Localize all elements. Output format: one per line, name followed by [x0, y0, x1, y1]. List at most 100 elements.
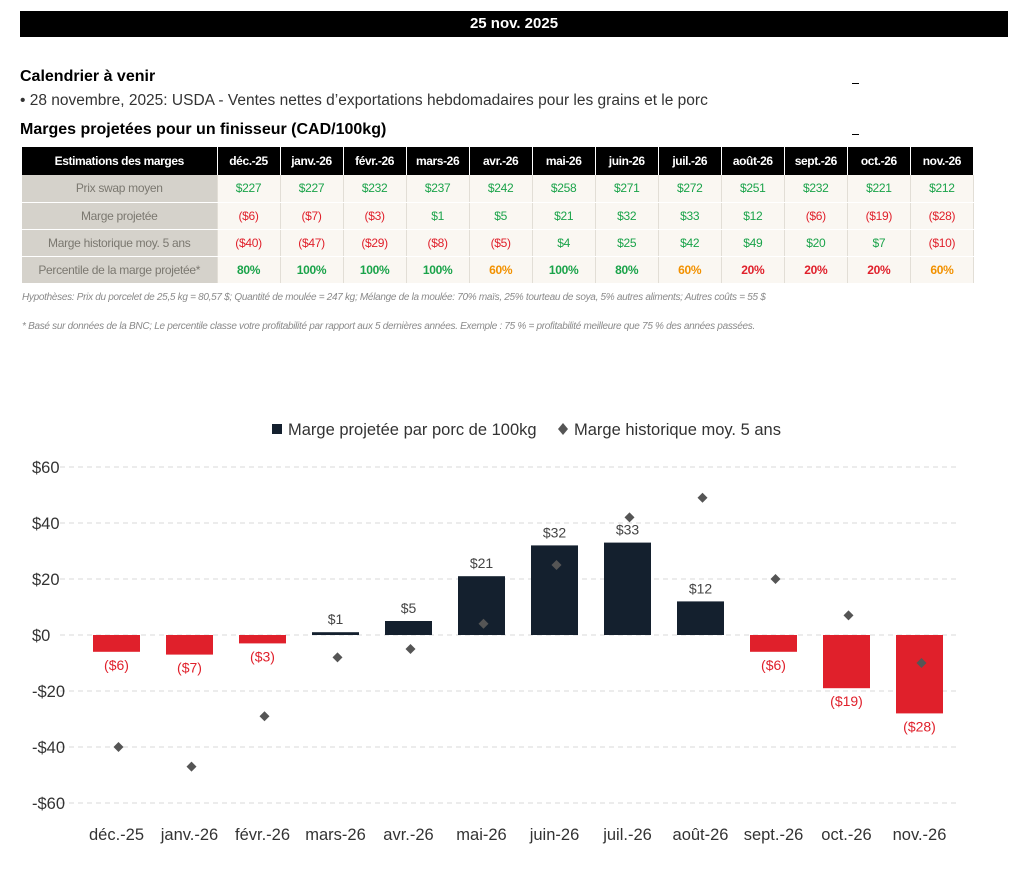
table-cell: 100%	[406, 256, 470, 284]
historical-marker	[624, 512, 635, 523]
table-cell: $232	[784, 175, 848, 203]
bar	[677, 601, 724, 635]
table-cell: $5	[469, 202, 533, 230]
x-tick-label: oct.-26	[821, 826, 871, 844]
table-cell: $227	[217, 175, 281, 203]
x-tick-label: févr.-26	[235, 826, 290, 844]
table-cell: ($5)	[469, 229, 533, 257]
historical-marker	[186, 761, 197, 772]
y-tick-label: $40	[32, 515, 60, 533]
table-cell: ($47)	[280, 229, 344, 257]
x-axis: déc.-25 janv.-26 févr.-26 mars-26 avr.-26 mai…	[89, 826, 946, 844]
bar	[823, 635, 870, 689]
y-tick-label: $20	[32, 571, 60, 589]
footnote: * Basé sur données de la BNC; Le percent…	[22, 321, 755, 332]
y-tick-label: $0	[32, 627, 50, 645]
month-header: mai-26	[532, 147, 596, 175]
assumptions-note: Hypothèses: Prix du porcelet de 25,5 kg …	[22, 292, 766, 303]
x-tick-label: janv.-26	[160, 826, 218, 844]
bar-data-label: ($6)	[761, 657, 786, 673]
y-tick-label: -$40	[32, 739, 65, 757]
calendar-title: Calendrier à venir	[20, 68, 156, 85]
legend-label-bar: Marge projetée par porc de 100kg	[288, 421, 537, 439]
table-cell: $12	[721, 202, 785, 230]
y-tick-label: -$20	[32, 683, 65, 701]
margins-table-row: Percentile de la marge projetée* 80% 100% 1…	[22, 256, 975, 284]
table-cell: $21	[532, 202, 596, 230]
bar-data-label: $32	[543, 524, 567, 540]
historical-marker	[843, 610, 854, 621]
table-cell: $49	[721, 229, 785, 257]
table-cell: 80%	[217, 256, 281, 284]
margins-table-header-row: Estimations des marges déc.-25 janv.-26 …	[22, 147, 975, 175]
bar-data-label: $12	[689, 580, 713, 596]
table-cell: $1	[406, 202, 470, 230]
table-cell: 100%	[280, 256, 344, 284]
month-header: nov.-26	[910, 147, 975, 175]
month-header: janv.-26	[280, 147, 344, 175]
table-cell: ($19)	[847, 202, 911, 230]
table-cell: $242	[469, 175, 533, 203]
x-tick-label: mai-26	[456, 826, 506, 844]
margins-table-row: Marge projetée ($6) ($7) ($3) $1 $5 $21 $32 $33 $…	[22, 202, 975, 230]
table-cell: 20%	[847, 256, 911, 284]
table-cell: 100%	[343, 256, 407, 284]
table-cell: 20%	[784, 256, 848, 284]
table-cell: ($7)	[280, 202, 344, 230]
table-cell: ($6)	[784, 202, 848, 230]
table-cell: $25	[595, 229, 659, 257]
table-cell: ($3)	[343, 202, 407, 230]
bar-data-label: ($6)	[104, 657, 129, 673]
historical-marker	[916, 658, 927, 668]
x-tick-label: avr.-26	[383, 826, 433, 844]
historical-marker	[332, 652, 343, 663]
bar-series: ($6) ($7) ($3) $1 $5 $21 $32 $33 $12 ($6) ($19) ($2…	[93, 522, 943, 734]
month-header: août-26	[721, 147, 785, 175]
month-header: févr.-26	[343, 147, 407, 175]
x-tick-label: mars-26	[305, 826, 366, 844]
margin-chart: Marge projetée par porc de 100kg Marge hi…	[32, 421, 956, 844]
historical-marker	[405, 644, 416, 654]
row-label: Marge historique moy. 5 ans	[22, 229, 218, 257]
row-label: Prix swap moyen	[22, 175, 218, 203]
month-header: juin-26	[595, 147, 659, 175]
table-cell: $7	[847, 229, 911, 257]
y-tick-label: $60	[32, 459, 60, 477]
x-tick-label: juin-26	[529, 826, 580, 844]
table-cell: ($10)	[910, 229, 975, 257]
legend-bar-swatch	[272, 424, 282, 434]
dash-mark	[852, 134, 859, 135]
table-cell: $4	[532, 229, 596, 257]
x-tick-label: déc.-25	[89, 826, 144, 844]
legend-diamond-icon	[558, 423, 568, 435]
bar	[166, 635, 213, 655]
bar	[312, 632, 359, 635]
margins-table-row: Prix swap moyen $227 $227 $232 $237 $242 $258 $…	[22, 175, 975, 203]
bar-data-label: $1	[328, 611, 344, 627]
bar-data-label: $33	[616, 522, 640, 538]
table-cell: ($29)	[343, 229, 407, 257]
chart-legend: Marge projetée par porc de 100kg Marge hi…	[272, 421, 781, 439]
bar-data-label: $21	[470, 555, 494, 571]
table-cell: 20%	[721, 256, 785, 284]
table-cell: 60%	[910, 256, 975, 284]
table-cell: $42	[658, 229, 722, 257]
x-tick-label: sept.-26	[744, 826, 804, 844]
table-cell: ($6)	[217, 202, 281, 230]
margins-table-title: Marges projetées pour un finisseur (CAD/…	[20, 121, 387, 138]
bar-data-label: ($19)	[830, 693, 863, 709]
table-cell: ($8)	[406, 229, 470, 257]
historical-marker	[478, 618, 489, 629]
table-cell: $227	[280, 175, 344, 203]
table-cell: $258	[532, 175, 596, 203]
bar	[385, 621, 432, 635]
bar	[896, 635, 943, 714]
dash-mark	[852, 83, 859, 84]
marker-series	[113, 492, 927, 772]
margins-table-row: Marge historique moy. 5 ans ($40) ($47) ($2…	[22, 229, 975, 257]
historical-marker	[697, 492, 708, 503]
table-cell: $212	[910, 175, 975, 203]
table-cell: $237	[406, 175, 470, 203]
x-tick-label: juil.-26	[602, 826, 652, 844]
bar-data-label: ($3)	[250, 648, 275, 664]
